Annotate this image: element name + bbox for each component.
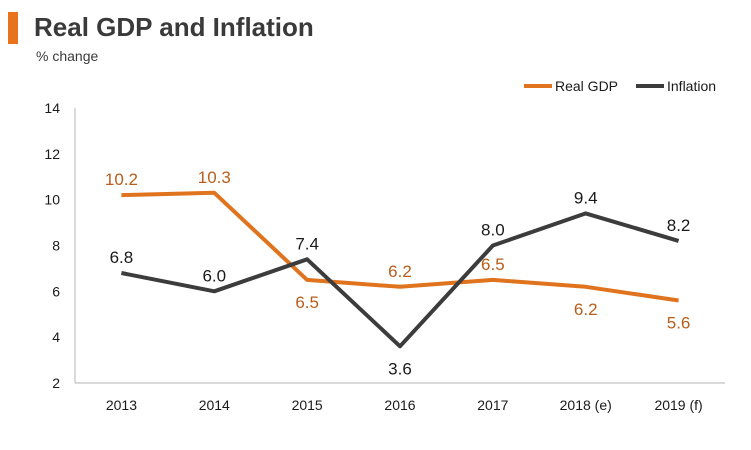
data-label-real-gdp: 6.5 [481,255,505,274]
x-tick-label: 2016 [384,397,415,413]
y-tick-label: 8 [52,238,60,254]
y-tick-label: 4 [52,329,60,345]
x-tick-label: 2019 (f) [654,397,702,413]
data-label-inflation: 3.6 [388,359,412,378]
data-label-real-gdp: 6.5 [295,293,319,312]
chart-title: Real GDP and Inflation [34,12,314,42]
series-line-inflation [121,211,680,349]
x-tick-label: 2015 [292,397,323,413]
data-label-real-gdp: 10.3 [198,168,231,187]
data-label-inflation: 8.0 [481,221,505,240]
y-tick-label: 2 [52,375,60,391]
y-tick-label: 12 [44,146,60,162]
x-tick-label: 2014 [199,397,230,413]
data-label-inflation: 9.4 [574,188,598,207]
data-label-real-gdp: 10.2 [105,170,138,189]
series-line-real-gdp [121,190,679,303]
legend-label-inflation: Inflation [667,78,716,94]
data-label-real-gdp: 5.6 [667,314,691,333]
y-tick-label: 6 [52,283,60,299]
data-label-real-gdp: 6.2 [388,262,412,281]
title-accent-bar [8,12,18,44]
data-label-inflation: 6.8 [110,248,134,267]
data-label-inflation: 7.4 [295,234,319,253]
y-tick-label: 14 [44,100,60,116]
y-tick-label: 10 [44,192,60,208]
x-tick-label: 2017 [477,397,508,413]
data-label-real-gdp: 6.2 [574,300,598,319]
data-label-inflation: 8.2 [667,216,691,235]
legend: Real GDP Inflation [524,78,716,94]
x-tick-label: 2013 [106,397,137,413]
chart-subtitle: % change [36,48,99,64]
data-label-inflation: 6.0 [202,266,226,285]
x-tick-label: 2018 (e) [560,397,612,413]
legend-label-real-gdp: Real GDP [555,78,618,94]
